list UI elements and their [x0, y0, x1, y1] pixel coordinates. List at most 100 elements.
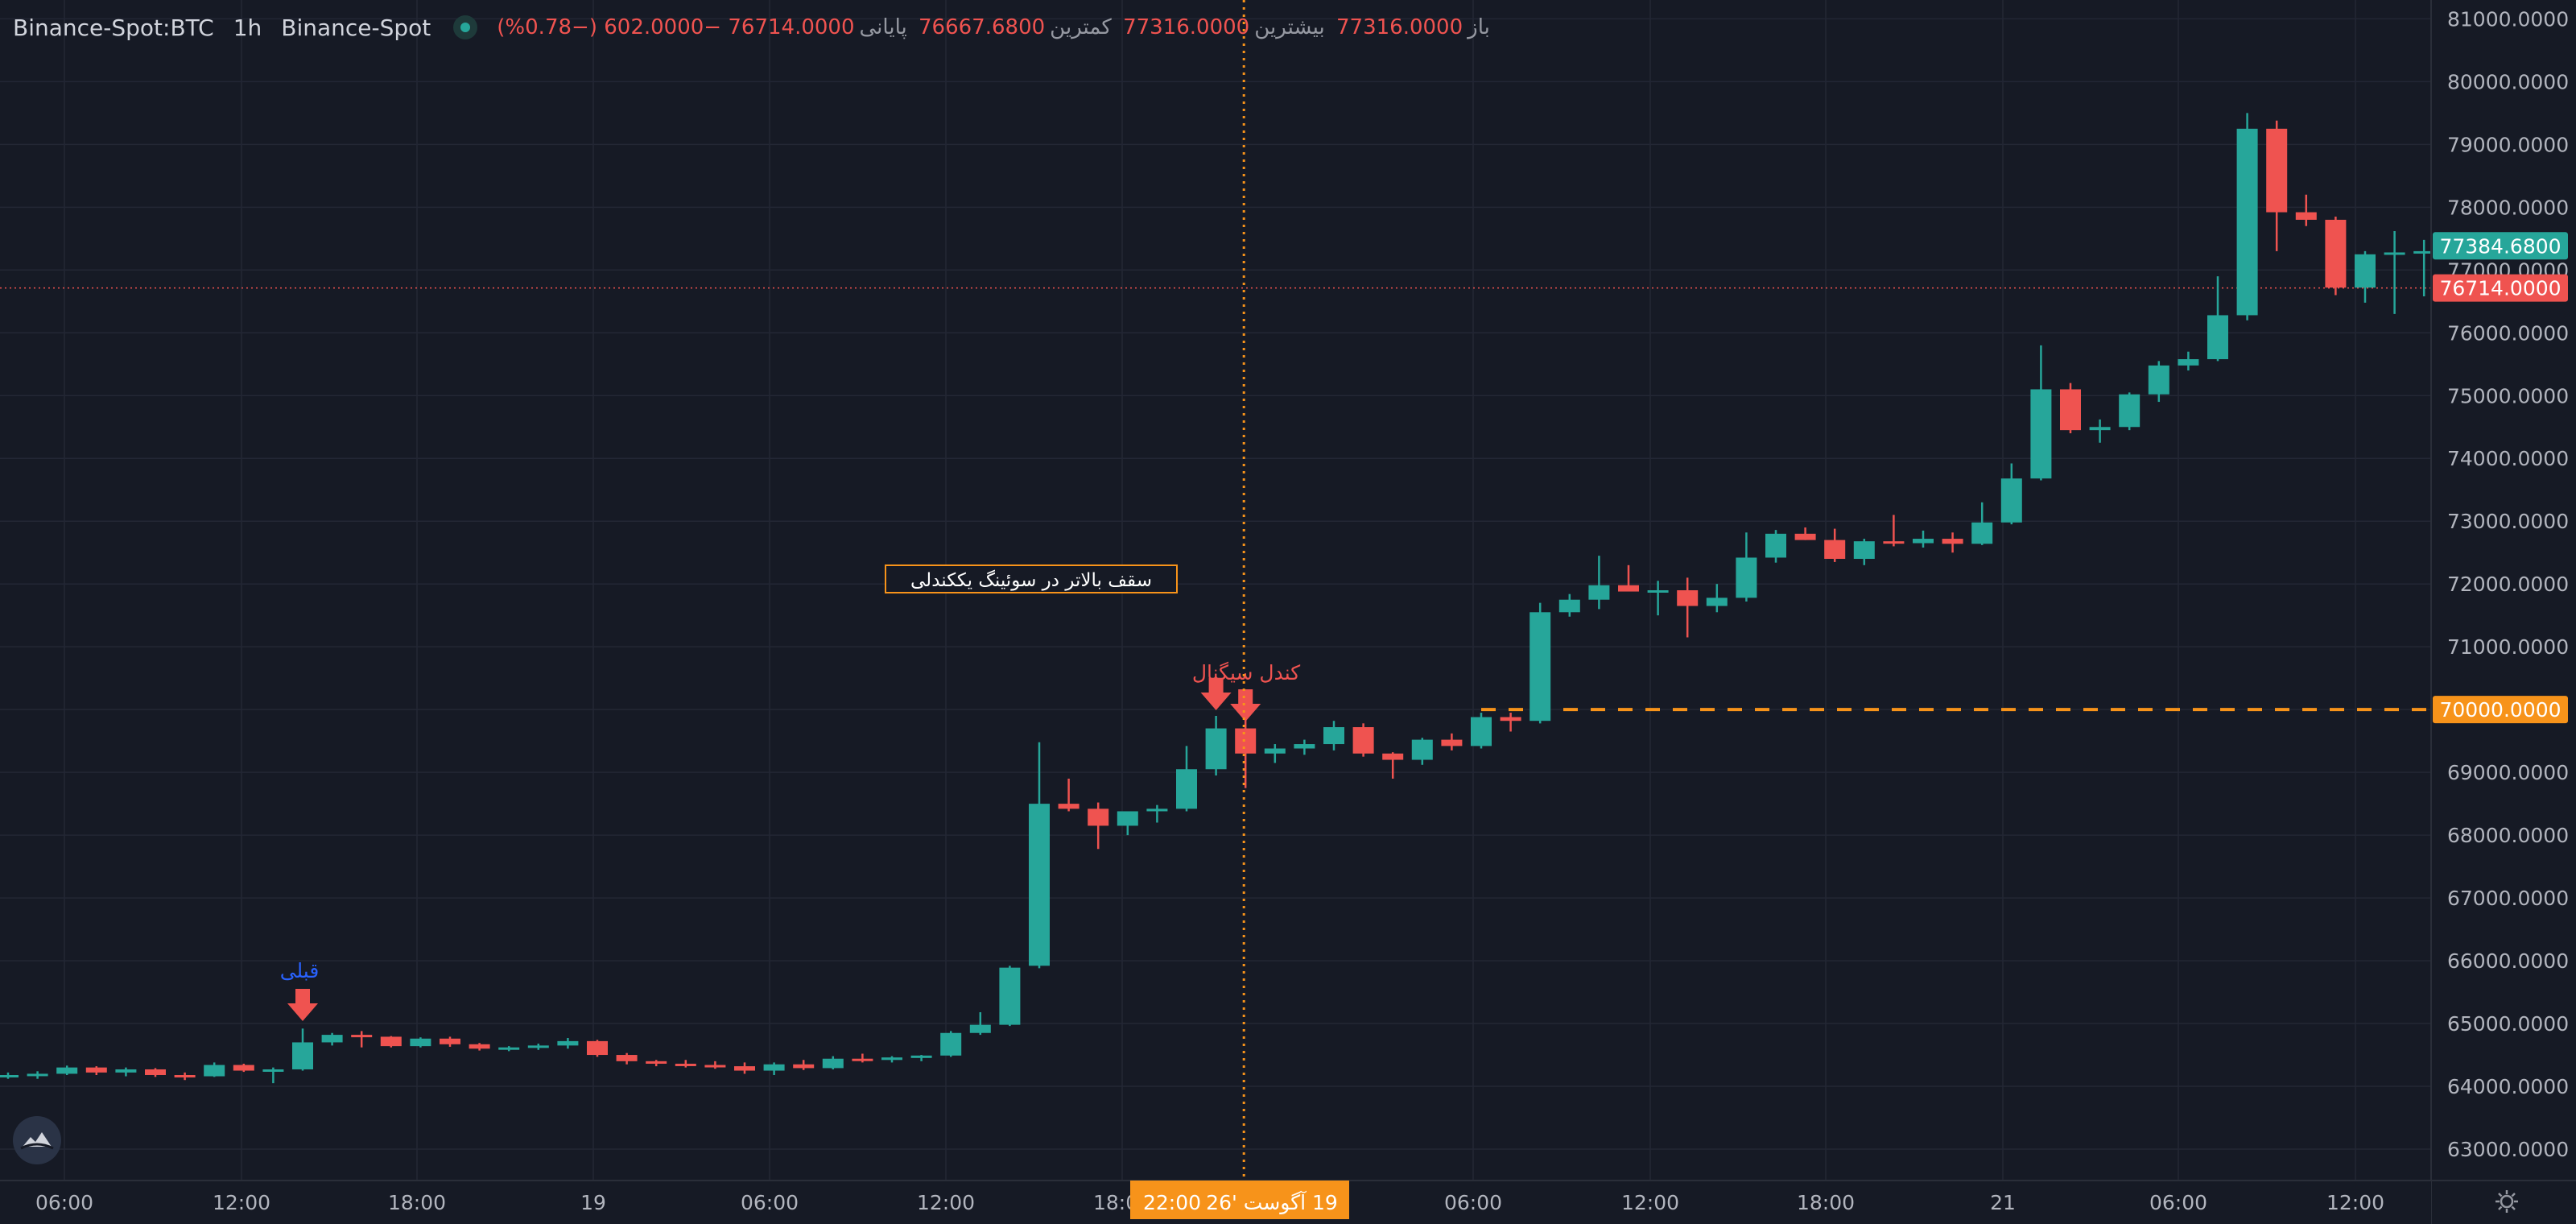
- candle: [1500, 713, 1521, 732]
- logo-icon[interactable]: [13, 1116, 61, 1164]
- candle: [440, 1036, 460, 1047]
- candle: [1971, 502, 1993, 545]
- candle-body: [734, 1066, 755, 1071]
- y-tick-label: 80000.0000: [2447, 70, 2569, 93]
- candle-body: [675, 1063, 696, 1066]
- candle: [1058, 778, 1080, 812]
- candle-body: [616, 1055, 638, 1061]
- interval[interactable]: 1h: [233, 14, 262, 41]
- candle: [56, 1065, 78, 1075]
- candle: [1205, 715, 1227, 776]
- candle: [2266, 120, 2288, 251]
- last-price-label-bg: [2433, 274, 2568, 302]
- candle: [1736, 532, 1757, 602]
- candle: [969, 1012, 991, 1036]
- candle: [646, 1060, 667, 1067]
- candle-body: [351, 1035, 373, 1038]
- candle: [1264, 744, 1286, 763]
- candle-body: [1441, 739, 1463, 746]
- high-label: بیشترین: [1254, 15, 1325, 39]
- candle-body: [822, 1058, 844, 1069]
- open-value: 77316.0000: [1336, 15, 1463, 39]
- candle: [940, 1031, 962, 1057]
- candle-body: [2413, 250, 2435, 254]
- candle-body: [763, 1064, 785, 1071]
- candle-body: [1765, 533, 1786, 558]
- change-value: −602.0000 (−0.78%): [497, 15, 722, 39]
- candle: [1146, 804, 1168, 823]
- market-status-icon: [453, 15, 478, 39]
- candle: [1117, 811, 1138, 836]
- candle-body: [1500, 717, 1521, 722]
- y-tick-label: 67000.0000: [2447, 887, 2569, 910]
- x-tick-label: 21: [1990, 1191, 2016, 1214]
- candle-body: [881, 1057, 902, 1061]
- candle: [1824, 528, 1846, 562]
- y-tick-label: 68000.0000: [2447, 824, 2569, 847]
- candle: [292, 1028, 313, 1071]
- candle: [233, 1063, 254, 1073]
- candle-body: [587, 1040, 608, 1056]
- candle-body: [852, 1058, 873, 1061]
- candle: [1352, 723, 1374, 757]
- x-tick-label: 12:00: [213, 1191, 270, 1214]
- candle-body: [1471, 717, 1492, 746]
- candle: [822, 1056, 844, 1069]
- candle-body: [527, 1045, 549, 1048]
- candle: [1411, 738, 1433, 765]
- candle: [27, 1071, 48, 1079]
- candle-body: [1323, 726, 1344, 745]
- candle: [0, 1072, 19, 1079]
- x-tick-label: 18:00: [1797, 1191, 1855, 1214]
- x-tick-label: 12:00: [917, 1191, 975, 1214]
- y-tick-label: 78000.0000: [2447, 196, 2569, 219]
- candle-body: [1530, 612, 1551, 722]
- price-axis[interactable]: 63000.0000 64000.0000 65000.0000 66000.0000…: [2430, 0, 2576, 1224]
- close-value: 76714.0000: [728, 15, 855, 39]
- candle: [2060, 382, 2081, 434]
- candle-body: [1942, 539, 1963, 544]
- candle: [351, 1031, 373, 1048]
- candle-body: [704, 1065, 726, 1068]
- candle: [527, 1044, 549, 1050]
- y-tick-label: 72000.0000: [2447, 573, 2569, 596]
- candle-body: [1352, 726, 1374, 754]
- candle-body: [2325, 219, 2347, 288]
- x-tick-label: 06:00: [35, 1191, 93, 1214]
- candle-body: [999, 967, 1021, 1025]
- candle: [2384, 230, 2405, 314]
- x-tick-label: 12:00: [1621, 1191, 1679, 1214]
- crosshair-time-label: 22:00 19 آگوست '26: [1130, 1181, 1349, 1219]
- candle: [1942, 532, 1963, 553]
- candle: [2089, 419, 2111, 443]
- y-tick-label: 65000.0000: [2447, 1012, 2569, 1036]
- close-label: پایانی: [859, 15, 907, 39]
- exchange-name: Binance-Spot: [281, 14, 431, 41]
- candle-body: [557, 1040, 579, 1046]
- candle: [1441, 733, 1463, 751]
- candle-body: [498, 1047, 520, 1050]
- candle: [763, 1062, 785, 1075]
- candle-body: [2178, 359, 2199, 366]
- candles: [0, 113, 2435, 1084]
- candle-body: [1618, 585, 1639, 592]
- candle-body: [1235, 728, 1257, 754]
- candle-body: [1853, 541, 1875, 560]
- candle: [2178, 351, 2199, 371]
- candle-body: [1264, 748, 1286, 754]
- candle: [1883, 515, 1905, 547]
- candle: [1530, 602, 1551, 724]
- candle-body: [793, 1064, 815, 1069]
- candle: [793, 1060, 815, 1070]
- candle-body: [910, 1055, 932, 1058]
- annotation-box[interactable]: سقف بالاتر در سوئینگ یککندلی: [885, 564, 1178, 593]
- y-tick-label: 79000.0000: [2447, 133, 2569, 156]
- candle: [410, 1037, 431, 1048]
- candle-body: [969, 1024, 991, 1033]
- settings-icon[interactable]: [2492, 1187, 2521, 1216]
- x-tick-label: 12:00: [2326, 1191, 2384, 1214]
- x-tick-label: 06:00: [741, 1191, 799, 1214]
- candle-body: [145, 1069, 166, 1075]
- symbol-name[interactable]: Binance-Spot:BTC: [13, 14, 214, 41]
